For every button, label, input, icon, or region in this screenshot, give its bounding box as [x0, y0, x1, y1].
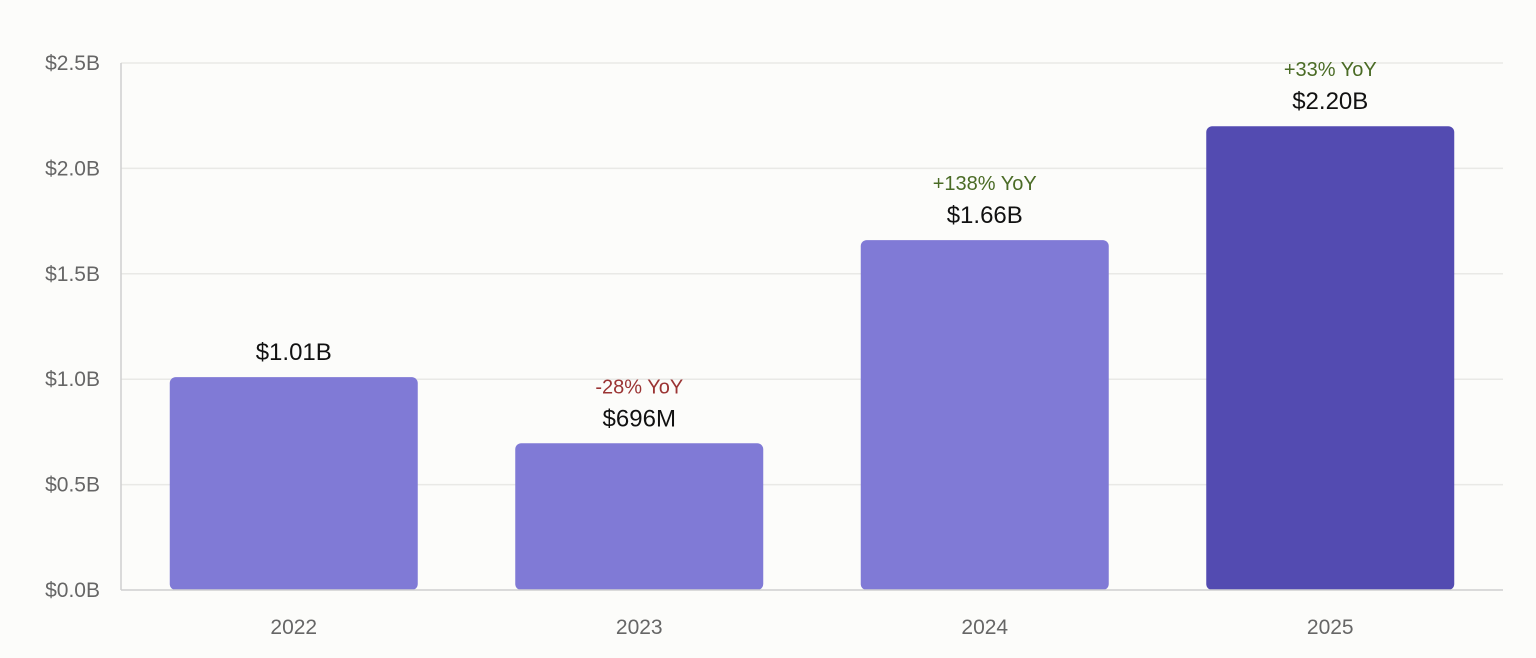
y-tick-label: $0.5B — [45, 474, 100, 497]
value-label-2023: $696M — [603, 405, 676, 432]
y-tick-label: $2.5B — [45, 52, 100, 75]
axis-layer: $0.0B $0.5B $1.0B $1.5B $2.0B $2.5B 2022 2023 20… — [45, 52, 1503, 639]
value-label-2022: $1.01B — [256, 339, 332, 366]
yoy-label-2023: -28% YoY — [595, 376, 683, 398]
bar-2024 — [860, 240, 1109, 590]
y-tick-label: $1.0B — [45, 368, 100, 391]
yoy-label-2024: +138% YoY — [933, 173, 1037, 195]
x-tick-label-2024: 2024 — [961, 616, 1008, 639]
value-label-2025: $2.20B — [1292, 88, 1368, 115]
x-tick-label-2022: 2022 — [270, 616, 317, 639]
value-label-2024: $1.66B — [947, 202, 1023, 229]
x-tick-label-2025: 2025 — [1307, 616, 1354, 639]
x-tick-label-2023: 2023 — [616, 616, 663, 639]
y-tick-label: $1.5B — [45, 263, 100, 286]
yoy-label-2025: +33% YoY — [1284, 59, 1377, 81]
bar-2025 — [1206, 126, 1455, 591]
y-tick-label: $2.0B — [45, 157, 100, 180]
bar-2022 — [169, 377, 418, 590]
y-tick-label: $0.0B — [45, 579, 100, 602]
bar-2023 — [515, 443, 764, 590]
bar-layer — [169, 126, 1455, 591]
label-layer: $1.01B $696M -28% YoY $1.66B +138% YoY $2.20B… — [256, 59, 1377, 432]
